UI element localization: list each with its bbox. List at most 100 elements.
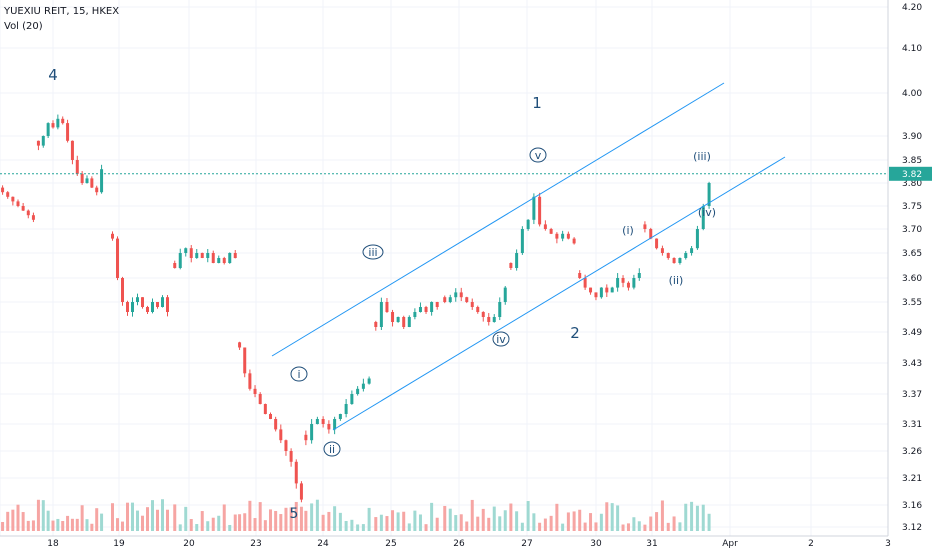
candle-body [583, 278, 587, 288]
candle-body [36, 140, 40, 146]
volume-bar [459, 514, 463, 531]
volume-bar [289, 507, 293, 531]
volume-bar [211, 517, 215, 531]
candle-body [605, 287, 609, 293]
volume-bar [126, 502, 129, 531]
candle-body [146, 307, 149, 312]
volume-bar [649, 516, 653, 531]
volume-bar [515, 511, 519, 531]
wave-label: 2 [570, 324, 580, 342]
volume-bar [284, 507, 288, 531]
candle-body [367, 378, 371, 384]
volume-bar [572, 511, 576, 531]
volume-bar [279, 514, 283, 531]
candle-body [413, 312, 417, 317]
wave-label: ii [329, 443, 335, 456]
price-axis[interactable]: 4.20 4.10 4.00 3.90 3.85 3.80 3.75 3.70 3.65 3.60… [887, 0, 932, 536]
volume-bar [385, 516, 389, 531]
candle-body [131, 302, 134, 312]
volume-bar [578, 509, 582, 531]
volume-bar [253, 518, 257, 531]
candle-body [407, 317, 411, 327]
volume-bar [599, 513, 603, 531]
volume-bar [233, 514, 237, 531]
candle-body [156, 302, 159, 307]
volume-bar [248, 500, 252, 531]
volume-bar [111, 503, 114, 531]
volume-bar [274, 510, 278, 531]
price-tick-label: 3.65 [902, 249, 922, 259]
candle-body [116, 238, 119, 278]
volume-bar [532, 513, 536, 531]
candle-body [178, 253, 182, 268]
candle-body [274, 419, 278, 430]
volume-bar [589, 513, 593, 531]
symbol-title[interactable]: YUEXIU REIT, 15, HKEX [4, 6, 120, 17]
candle-body [374, 322, 378, 327]
volume-indicator-label[interactable]: Vol (20) [4, 21, 43, 32]
candle-body [80, 173, 84, 183]
channel-lower-line[interactable] [332, 156, 786, 431]
candle-body [289, 451, 293, 462]
time-tick-label: 27 [521, 539, 532, 549]
candle-body [707, 183, 711, 206]
volume-bar [660, 500, 664, 531]
channel-upper-line[interactable] [271, 82, 725, 357]
candle-body [594, 292, 598, 298]
wave-label-circle [323, 441, 341, 457]
volume-bar [492, 506, 496, 531]
candle-body [51, 123, 55, 128]
grid [0, 0, 889, 536]
volume-bar [46, 510, 50, 531]
candle-body [31, 215, 35, 220]
wave-label: iv [496, 333, 506, 346]
candle-body [1, 187, 5, 193]
time-tick-label: 19 [113, 539, 125, 549]
candle-body [481, 312, 485, 317]
volume-bar [16, 504, 20, 531]
trend-channel[interactable] [271, 82, 786, 431]
time-tick-label: 30 [590, 539, 602, 549]
volume-bar [344, 520, 348, 531]
candle-body [649, 229, 653, 239]
candle-body [263, 404, 267, 414]
volume-bar [672, 516, 676, 531]
volume-bar [166, 509, 169, 531]
wave-label: v [535, 149, 542, 162]
candle-body [402, 317, 406, 327]
volume-bar [26, 520, 30, 531]
volume-bar [136, 510, 139, 531]
candle-body [424, 307, 428, 312]
candle-body [70, 140, 74, 160]
volume-bar [21, 512, 25, 531]
volume-bar [243, 513, 247, 531]
candle-body [538, 196, 542, 225]
candle-body [75, 160, 79, 174]
candle-body [610, 287, 614, 293]
candle-body [95, 187, 99, 193]
current-price-badge[interactable] [889, 166, 932, 181]
candle-body [41, 136, 45, 146]
candle-body [589, 287, 593, 293]
volume-bar [666, 522, 670, 531]
candle-body [173, 263, 177, 268]
volume-bar [80, 505, 84, 531]
candle-body [279, 429, 283, 441]
volume-bar [418, 514, 422, 531]
volume-bar [526, 501, 530, 531]
volume-bar [141, 515, 144, 531]
candle-body [578, 273, 582, 278]
wave-label: iii [368, 246, 377, 259]
candle-body [520, 229, 524, 253]
candle-body [6, 192, 10, 197]
time-tick-label: 24 [317, 539, 329, 549]
volume-bar [31, 520, 35, 531]
wave-label: 5 [290, 506, 299, 522]
candle-body [356, 388, 360, 394]
time-axis[interactable]: 18 19 20 23 24 25 26 27 30 31 Apr 2 3 [0, 535, 891, 549]
candle-body [695, 229, 699, 249]
volume-bar [487, 517, 491, 531]
volume-bar [707, 513, 711, 531]
